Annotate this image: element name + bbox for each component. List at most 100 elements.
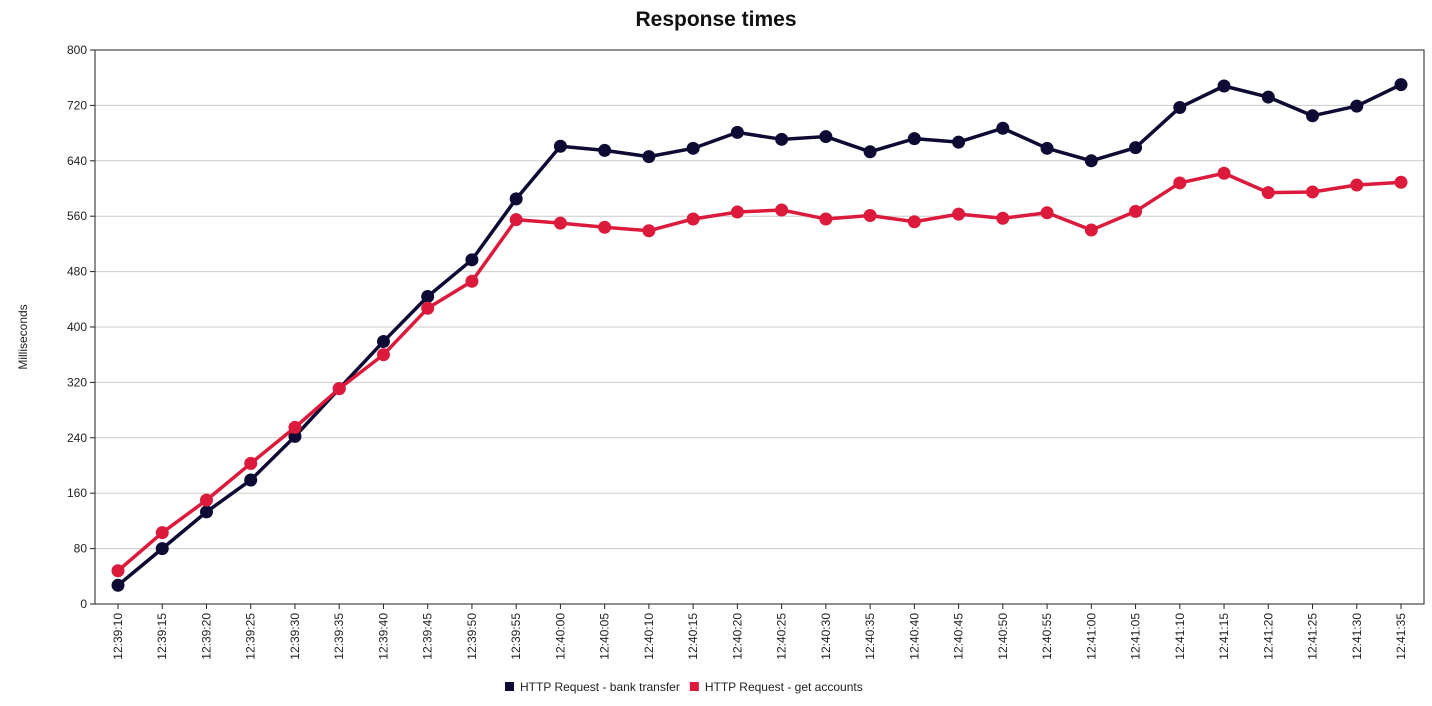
data-point [775,203,789,217]
series-line [116,171,1402,573]
data-point [1261,186,1275,200]
data-point [1217,166,1231,180]
data-point [111,564,125,578]
x-tick-label: 12:41:05 [1129,613,1143,660]
y-tick-label: 0 [80,597,87,611]
x-tick-label: 12:40:00 [553,613,567,660]
chart-title: Response times [635,8,797,31]
x-tick-label: 12:39:55 [509,613,523,660]
data-point [155,526,169,540]
data-point [1394,175,1408,189]
series-1 [111,78,1408,592]
data-point [111,578,125,592]
data-point [686,141,700,155]
y-tick-label: 560 [67,209,87,223]
data-point [553,139,567,153]
data-point [199,493,213,507]
data-point [1173,176,1187,190]
x-tick-label: 12:41:00 [1084,613,1098,660]
x-tick-label: 12:40:15 [686,613,700,660]
data-point [642,224,656,238]
data-point [376,335,390,349]
x-tick-label: 12:39:35 [332,613,346,660]
legend-label: HTTP Request - get accounts [705,680,863,694]
x-tick-label: 12:41:25 [1306,613,1320,660]
legend-swatch [689,682,699,691]
x-tick-label: 12:40:10 [642,613,656,660]
data-point [1040,141,1054,155]
data-point [421,290,435,304]
data-point [288,429,302,443]
data-point [1129,141,1143,155]
legend-swatch [505,682,514,691]
data-point [952,207,966,221]
x-tick-label: 12:40:40 [907,613,921,660]
y-tick-label: 640 [67,154,87,168]
x-tick-label: 12:40:50 [996,613,1010,660]
data-point [1261,90,1275,104]
legend: HTTP Request - bank transfer HTTP Request… [505,680,863,694]
y-tick-label: 800 [67,43,87,57]
x-tick-label: 12:40:25 [775,613,789,660]
x-tick-label: 12:39:15 [155,613,169,660]
data-point [598,220,612,234]
data-point [421,301,435,315]
data-point [907,132,921,146]
data-point [775,132,789,146]
x-tick-label: 12:39:10 [111,613,125,660]
data-point [1350,99,1364,113]
data-point [1217,79,1231,93]
data-point [465,274,479,288]
data-point [465,253,479,267]
x-tick-label: 12:40:55 [1040,613,1054,660]
legend-label: HTTP Request - bank transfer [520,680,680,694]
data-point [819,130,833,144]
data-point [730,205,744,219]
x-tick-label: 12:39:20 [199,613,213,660]
gridlines [95,104,1424,550]
data-point [863,209,877,223]
x-tick-label: 12:39:50 [465,613,479,660]
data-point [1306,185,1320,199]
data-point [1306,109,1320,123]
y-tick-label: 720 [67,98,87,112]
x-tick-label: 12:41:15 [1217,613,1231,660]
data-point [952,135,966,149]
y-tick-label: 320 [67,375,87,389]
data-point [155,542,169,556]
data-point [244,456,258,470]
data-point [244,473,258,487]
data-point [332,382,346,396]
x-tick-label: 12:41:20 [1261,613,1275,660]
y-tick-label: 240 [67,431,87,445]
data-point [1173,100,1187,114]
x-tick-label: 12:39:45 [421,613,435,660]
data-point [1394,78,1408,92]
data-point [199,505,213,519]
data-point [1040,206,1054,220]
series-line [116,83,1402,587]
y-tick-label: 80 [74,542,88,556]
x-tick-label: 12:39:30 [288,613,302,660]
x-tick-label: 12:39:25 [244,613,258,660]
x-tick-label: 12:41:10 [1173,613,1187,660]
x-tick-label: 12:39:40 [376,613,390,660]
data-point [642,150,656,164]
y-tick-label: 400 [67,320,87,334]
data-point [996,121,1010,135]
x-tick-label: 12:41:30 [1350,613,1364,660]
data-point [509,192,523,206]
x-tick-label: 12:40:05 [598,613,612,660]
x-tick-label: 12:41:35 [1394,613,1408,660]
data-point [996,211,1010,225]
y-axis-ticks: 0 80 160 240 320 400 480 560 640 720 800 [67,43,95,611]
series-layer [111,78,1408,592]
x-axis-ticks: 12:39:10 12:39:15 12:39:20 12:39:25 12:39:30… [111,604,1408,660]
y-axis-title: Milliseconds [16,304,30,369]
data-point [686,212,700,226]
data-point [1084,223,1098,237]
y-tick-label: 160 [67,486,87,500]
data-point [907,215,921,229]
